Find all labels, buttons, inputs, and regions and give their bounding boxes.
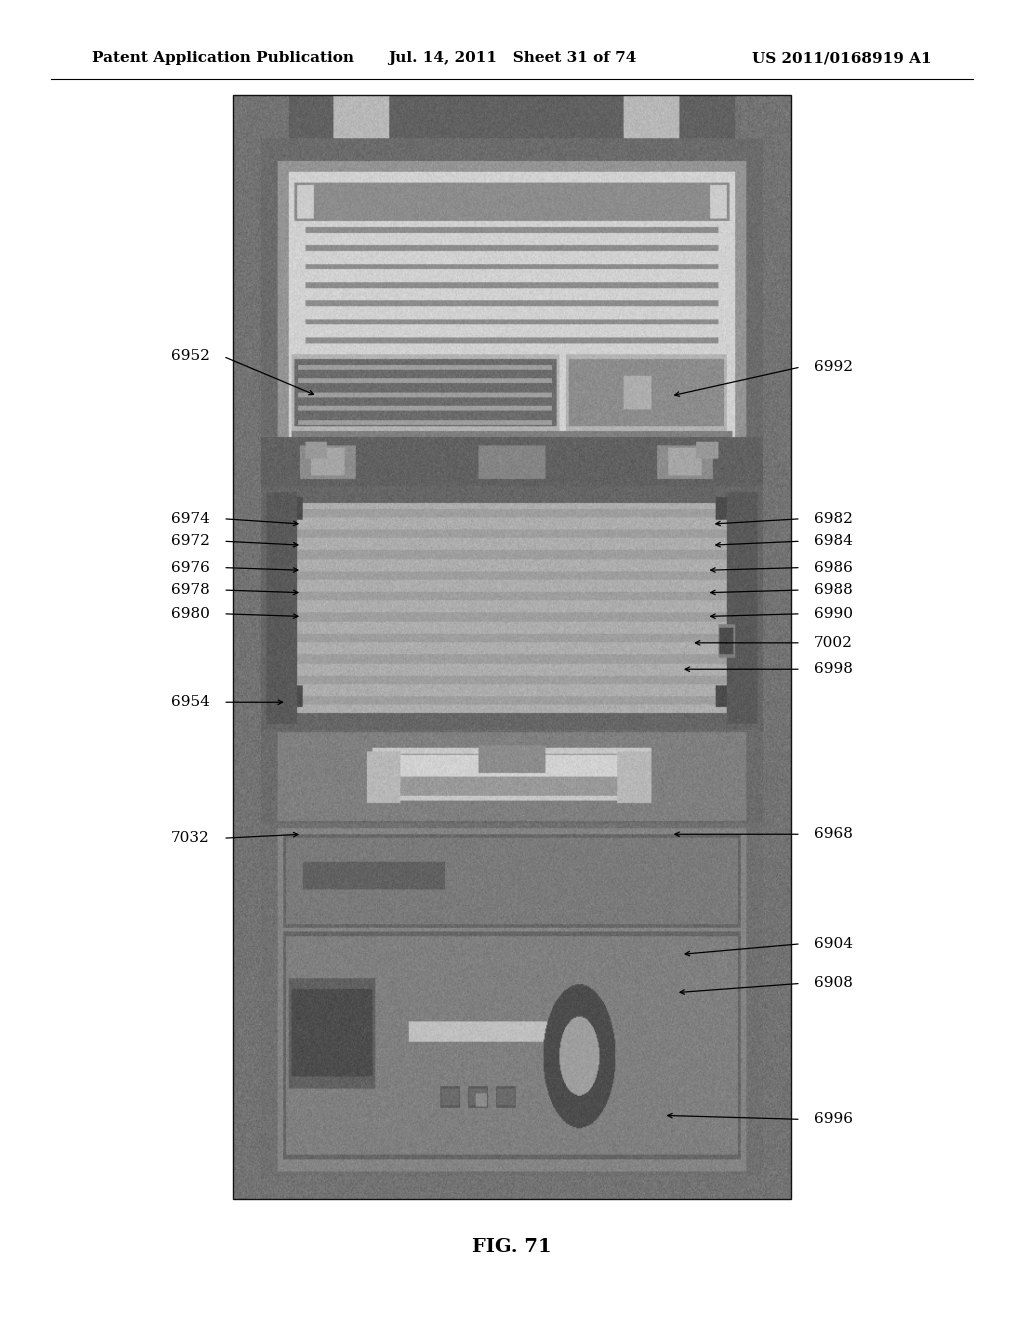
Text: US 2011/0168919 A1: US 2011/0168919 A1 — [753, 51, 932, 65]
Text: 6982: 6982 — [814, 512, 853, 525]
Text: 6904: 6904 — [814, 937, 853, 950]
Text: 6972: 6972 — [171, 535, 210, 548]
Text: 6998: 6998 — [814, 663, 853, 676]
Text: 7002: 7002 — [814, 636, 853, 649]
Text: 6996: 6996 — [814, 1113, 853, 1126]
Text: 6968: 6968 — [814, 828, 853, 841]
Text: Jul. 14, 2011   Sheet 31 of 74: Jul. 14, 2011 Sheet 31 of 74 — [388, 51, 636, 65]
Text: 6988: 6988 — [814, 583, 853, 597]
Text: 6980: 6980 — [171, 607, 210, 620]
Text: 6990: 6990 — [814, 607, 853, 620]
Text: Patent Application Publication: Patent Application Publication — [92, 51, 354, 65]
Text: 6992: 6992 — [814, 360, 853, 374]
Text: 6952: 6952 — [171, 350, 210, 363]
Text: FIG. 71: FIG. 71 — [472, 1238, 552, 1257]
Text: 6976: 6976 — [171, 561, 210, 574]
Text: 6986: 6986 — [814, 561, 853, 574]
Text: 6908: 6908 — [814, 977, 853, 990]
Text: 6978: 6978 — [171, 583, 210, 597]
Text: 6954: 6954 — [171, 696, 210, 709]
Text: 6984: 6984 — [814, 535, 853, 548]
Text: 6974: 6974 — [171, 512, 210, 525]
Bar — [233, 95, 791, 1199]
Text: 7032: 7032 — [171, 832, 210, 845]
